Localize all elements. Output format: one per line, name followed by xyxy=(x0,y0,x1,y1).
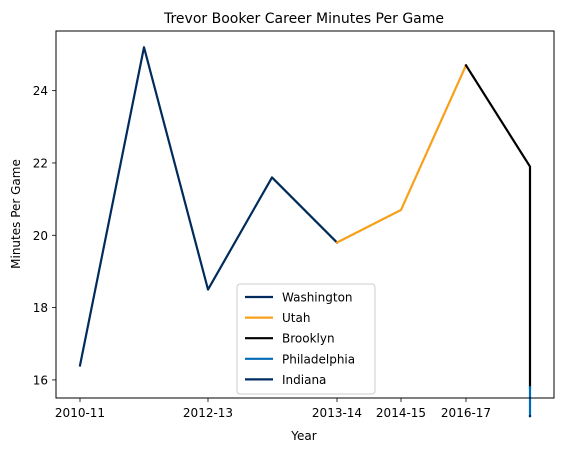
legend: Washington Utah Brooklyn Philadelphia Indian… xyxy=(236,283,376,395)
legend-entry: Utah xyxy=(282,311,310,325)
legend-entry: Brooklyn xyxy=(282,332,335,346)
x-tick-label: 2016-17 xyxy=(441,406,491,420)
x-tick-label: 2014-15 xyxy=(376,406,426,420)
y-tick-label: 22 xyxy=(33,156,48,170)
y-axis-label: Minutes Per Game xyxy=(9,159,23,269)
x-axis-ticks: 2010-11 2012-13 2013-14 2014-15 2016-17 xyxy=(55,398,491,420)
legend-entry: Philadelphia xyxy=(282,352,355,366)
series-line-washington xyxy=(78,46,339,367)
x-tick-label: 2012-13 xyxy=(183,406,233,420)
x-tick-label: 2013-14 xyxy=(312,406,362,420)
y-axis-ticks: 16 18 20 22 24 xyxy=(33,84,56,387)
series-line-utah xyxy=(335,63,468,244)
plot-lines xyxy=(78,46,532,418)
series-line-brooklyn xyxy=(464,63,532,389)
legend-entry: Indiana xyxy=(282,373,326,387)
x-axis-label: Year xyxy=(290,429,316,443)
y-tick-label: 18 xyxy=(33,301,48,315)
legend-frame xyxy=(236,283,376,395)
y-tick-label: 24 xyxy=(33,84,48,98)
plot-frame xyxy=(55,30,555,399)
y-tick-label: 20 xyxy=(33,229,48,243)
y-tick-label: 16 xyxy=(33,373,48,387)
legend-entry: Washington xyxy=(282,291,353,305)
x-tick-label: 2010-11 xyxy=(55,406,105,420)
chart-title: Trevor Booker Career Minutes Per Game xyxy=(163,11,444,27)
